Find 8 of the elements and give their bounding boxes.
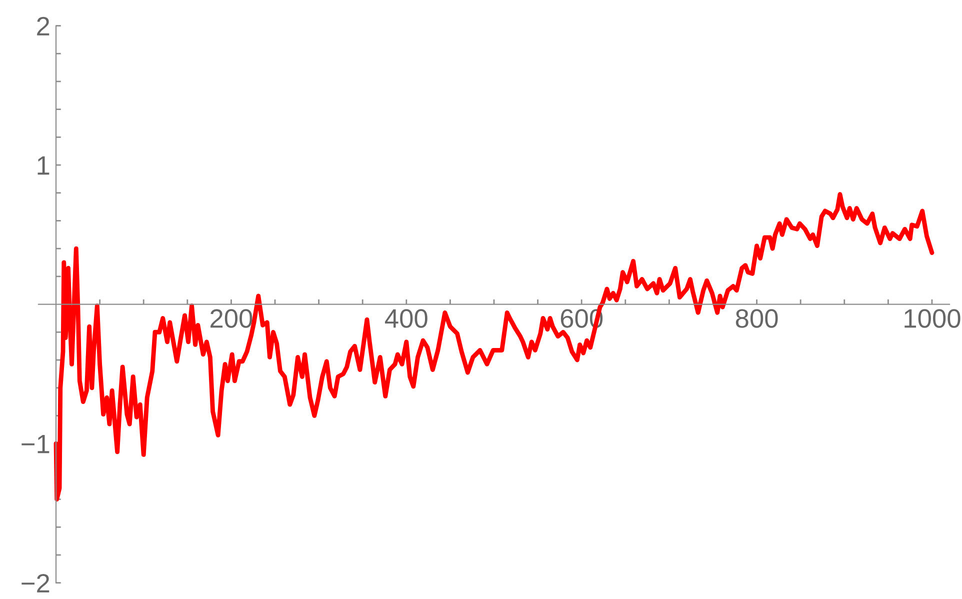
y-tick-label: −2 bbox=[22, 574, 50, 592]
y-tick-label: 1 bbox=[38, 156, 50, 175]
x-tick-label: 800 bbox=[736, 309, 778, 328]
x-tick-label: 1000 bbox=[904, 309, 960, 328]
y-tick-label: 2 bbox=[37, 16, 50, 36]
x-tick-label: 400 bbox=[384, 309, 428, 328]
y-tick-label: −1 bbox=[22, 434, 50, 454]
x-tick-label: 200 bbox=[210, 309, 252, 328]
